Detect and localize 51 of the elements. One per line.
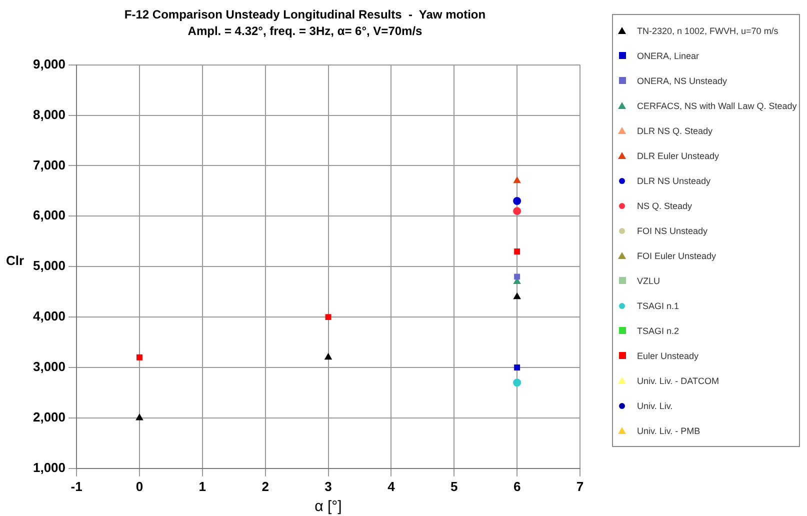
legend-label: FOI Euler Unsteady xyxy=(637,250,716,260)
legend-label: TSAGI n.1 xyxy=(637,300,680,310)
x-tick-label: 3 xyxy=(324,478,332,494)
legend-label: Univ. Liv. - PMB xyxy=(637,426,700,436)
point xyxy=(514,274,520,280)
y-tick-label: 7,000 xyxy=(32,157,66,172)
point xyxy=(513,207,522,216)
point xyxy=(513,197,522,206)
x-axis-title: α [°] xyxy=(314,498,342,516)
point xyxy=(324,353,332,360)
legend-label: DLR NS Unsteady xyxy=(637,176,711,186)
x-tick-label: 5 xyxy=(450,478,458,494)
point xyxy=(136,354,142,360)
y-tick-label: 5,000 xyxy=(32,258,66,274)
chart-title: F-12 Comparison Unsteady Longitudinal Results - Yaw motion xyxy=(124,8,486,22)
y-tick-label: 2,000 xyxy=(32,410,66,425)
y-tick-label: 3,000 xyxy=(32,359,66,374)
point xyxy=(513,378,522,387)
x-tick-label: 4 xyxy=(388,478,396,494)
legend-label: DLR Euler Unsteady xyxy=(637,150,720,160)
point xyxy=(325,314,332,320)
y-tick-label: 9,000 xyxy=(32,56,66,72)
point xyxy=(136,414,143,420)
legend-label: ONERA, NS Unsteady xyxy=(637,76,728,86)
x-tick-label: 7 xyxy=(576,478,584,494)
x-tick-label: 1 xyxy=(198,478,206,494)
y-tick-label: 8,000 xyxy=(32,106,66,122)
x-tick-label: -1 xyxy=(70,478,82,494)
legend-label: Euler Unsteady xyxy=(637,350,699,360)
legend-label: FOI NS Unsteady xyxy=(637,226,708,236)
legend-label: TSAGI n.2 xyxy=(637,326,680,336)
y-tick-label: 4,000 xyxy=(32,308,66,324)
legend-label: CERFACS, NS with Wall Law Q. Steady xyxy=(637,100,797,110)
legend-label: DLR NS Q. Steady xyxy=(637,126,713,136)
legend-label: VZLU xyxy=(637,276,660,286)
y-tick-label: 1,000 xyxy=(32,460,66,475)
point xyxy=(514,292,521,300)
point xyxy=(514,248,520,254)
legend-label: NS Q. Steady xyxy=(637,200,692,210)
chart-subtitle: Ampl. = 4.32°, freq. = 3Hz, α= 6°, V=70m/s xyxy=(188,24,423,38)
legend-label: ONERA, Linear xyxy=(637,50,700,60)
y-tick-label: 6,000 xyxy=(32,208,66,223)
x-tick-label: 0 xyxy=(136,478,144,494)
legend-label: Univ. Liv. - DATCOM xyxy=(637,376,720,386)
point xyxy=(514,364,520,370)
y-axis-title: Clr xyxy=(6,253,24,268)
legend-label: Univ. Liv. xyxy=(637,400,673,410)
point xyxy=(514,176,521,184)
x-tick-label: 6 xyxy=(513,478,521,494)
legend-label: TN-2320, n 1002, FWVH, u=70 m/s xyxy=(637,26,778,36)
x-tick-label: 2 xyxy=(262,478,269,494)
